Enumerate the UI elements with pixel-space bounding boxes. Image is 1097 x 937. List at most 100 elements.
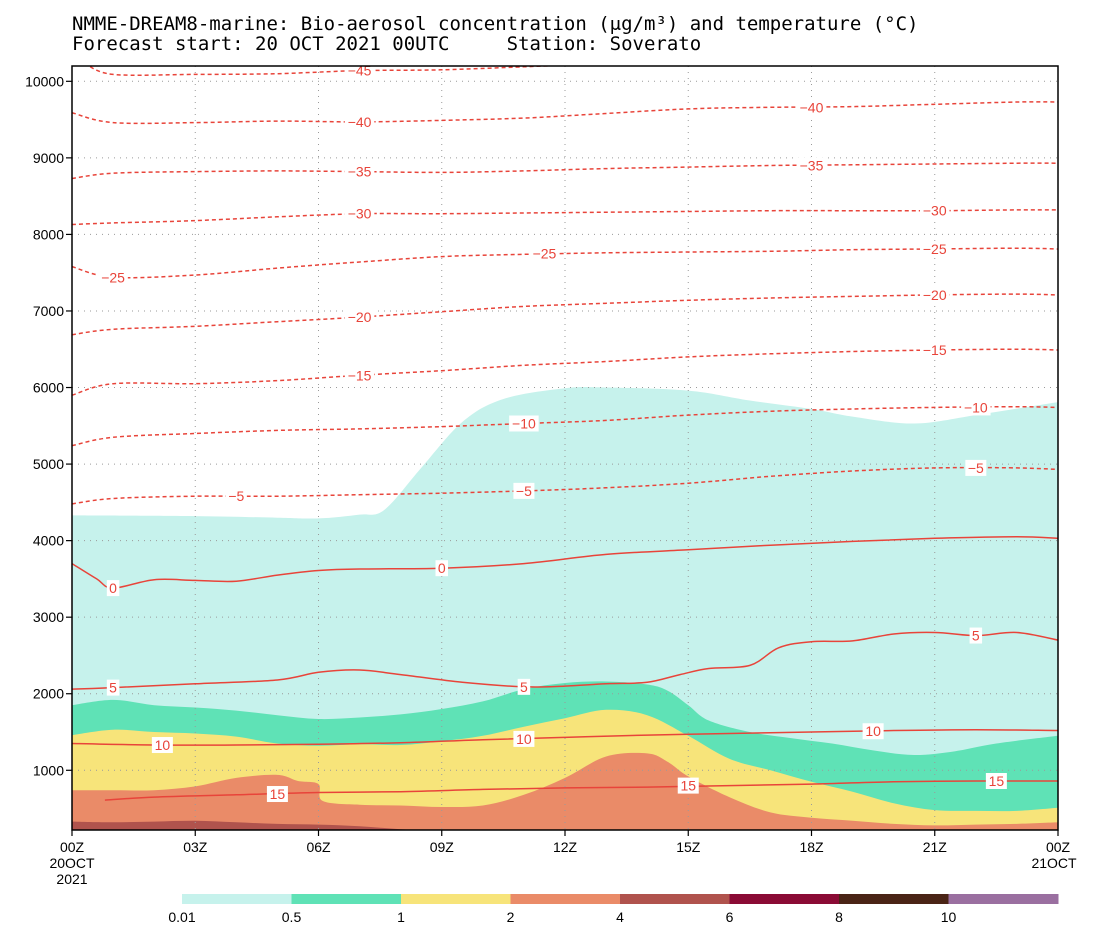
grid-lines <box>72 66 1058 830</box>
temperature-contours <box>72 66 1058 801</box>
contour-label-bg <box>920 202 950 219</box>
contour-label: 0 <box>438 560 446 576</box>
y-tick-label: 5000 <box>33 456 64 472</box>
contour-label: −10 <box>512 416 536 432</box>
y-tick-label: 3000 <box>33 609 64 625</box>
x-tick-label: 06Z <box>306 839 331 855</box>
contour-label: −30 <box>923 203 947 219</box>
contour--35 <box>72 162 1058 180</box>
contour-label-bg <box>920 240 950 257</box>
contour--10 <box>72 405 1058 447</box>
y-tick-label: 1000 <box>33 762 64 778</box>
contour--5 <box>72 466 1058 505</box>
contour-label: −20 <box>923 287 947 303</box>
colorbar-swatch <box>401 894 511 904</box>
contour-label: 5 <box>109 680 117 696</box>
contour-label: 15 <box>989 773 1005 789</box>
x-start-date-label: 20OCT <box>49 855 95 871</box>
x-tick-label: 21Z <box>923 839 948 855</box>
contour-label: −20 <box>348 309 372 325</box>
contour-label-bg <box>98 269 128 286</box>
x-tick-label: 18Z <box>799 839 824 855</box>
contour-label: −35 <box>348 164 372 180</box>
colorbar-label: 1 <box>397 909 405 925</box>
colorbar-swatch <box>839 894 949 904</box>
contour-label: −40 <box>348 114 372 130</box>
contour-label: −25 <box>101 269 125 285</box>
contour-label-bg <box>106 580 120 597</box>
contour-label-bg <box>344 367 375 384</box>
colorbar-swatch <box>510 894 621 904</box>
contour-label-bg <box>985 773 1007 790</box>
contour-5 <box>72 631 1058 690</box>
colorbar-swatch <box>620 894 730 904</box>
contour-label-bg <box>920 342 950 359</box>
contour-label: −40 <box>800 99 824 115</box>
axes: 1000200030004000500060007000800090001000… <box>25 73 1077 887</box>
contour-label: −5 <box>516 483 532 499</box>
contour-label: 10 <box>516 731 532 747</box>
contour-label: −35 <box>800 158 824 174</box>
x-start-date-label: 2021 <box>56 871 87 887</box>
y-tick-label: 9000 <box>33 150 64 166</box>
chart-title: NMME-DREAM8-marine: Bio-aerosol concentr… <box>72 13 919 35</box>
contour-label: −45 <box>348 63 372 79</box>
contour-label-bg <box>961 399 991 416</box>
colorbar-swatch <box>729 894 840 904</box>
colorbar-label: 2 <box>507 909 515 925</box>
contour-label: −15 <box>923 342 947 358</box>
contour-label: 15 <box>270 786 286 802</box>
contour-label: −5 <box>228 488 244 504</box>
x-tick-label: 09Z <box>430 839 455 855</box>
x-tick-label: 15Z <box>676 839 701 855</box>
contour-label: −30 <box>348 206 372 222</box>
contour-label: 10 <box>865 723 881 739</box>
contour-label-bg <box>151 737 173 754</box>
contour-label-bg <box>796 99 827 116</box>
x-end-date-label: 21OCT <box>1031 855 1077 871</box>
colorbar-label: 6 <box>726 909 734 925</box>
y-tick-label: 7000 <box>33 303 64 319</box>
y-tick-label: 6000 <box>33 380 64 396</box>
x-tick-label: 00Z <box>60 839 85 855</box>
contour-label-bg <box>529 245 560 262</box>
contour-label-bg <box>344 113 375 130</box>
contour--20 <box>72 293 1058 336</box>
contour--30 <box>72 209 1058 226</box>
contour-label: 5 <box>972 628 980 644</box>
contour-labels: 15 15 15 10 10 10 5 5 5 0 0 −5 −5 −5 −10 −10 −15 −15 −20 −2… <box>98 63 1007 803</box>
contour-label: −15 <box>348 367 372 383</box>
contour-15 <box>104 780 1058 801</box>
colorbar-label: 8 <box>835 909 843 925</box>
colorbar-label: 0.01 <box>168 909 195 925</box>
contour-label-bg <box>862 723 884 740</box>
contour-label: 15 <box>680 778 696 794</box>
contour-label-bg <box>266 786 288 803</box>
contour-label: 5 <box>520 679 528 695</box>
colorbar-swatch <box>291 894 402 904</box>
y-tick-label: 2000 <box>33 686 64 702</box>
contour-label-bg <box>796 157 827 174</box>
contour-label: −10 <box>964 399 988 415</box>
colorbar-label: 10 <box>941 909 957 925</box>
x-tick-label: 03Z <box>183 839 208 855</box>
contour-label: 0 <box>109 580 117 596</box>
contour-label-bg <box>920 286 950 303</box>
x-tick-label: 12Z <box>553 839 578 855</box>
colorbar-swatch <box>182 894 292 904</box>
contour-label-bg <box>513 730 535 747</box>
contour--40 <box>72 101 1058 125</box>
colorbar: 0.01 0.5 1 2 4 6 8 10 <box>168 894 1059 925</box>
contour-label-bg <box>969 627 983 644</box>
contour-label-bg <box>435 560 448 577</box>
y-tick-label: 8000 <box>33 226 64 242</box>
contour-label: −25 <box>923 241 947 257</box>
contour-label-bg <box>965 459 987 476</box>
contour-label: 10 <box>155 737 171 753</box>
contour-label-bg <box>517 678 531 695</box>
contour-label-bg <box>677 777 699 794</box>
contour-label: −25 <box>533 246 557 262</box>
colorbar-swatch <box>948 894 1059 904</box>
colorbar-label: 4 <box>616 909 624 925</box>
